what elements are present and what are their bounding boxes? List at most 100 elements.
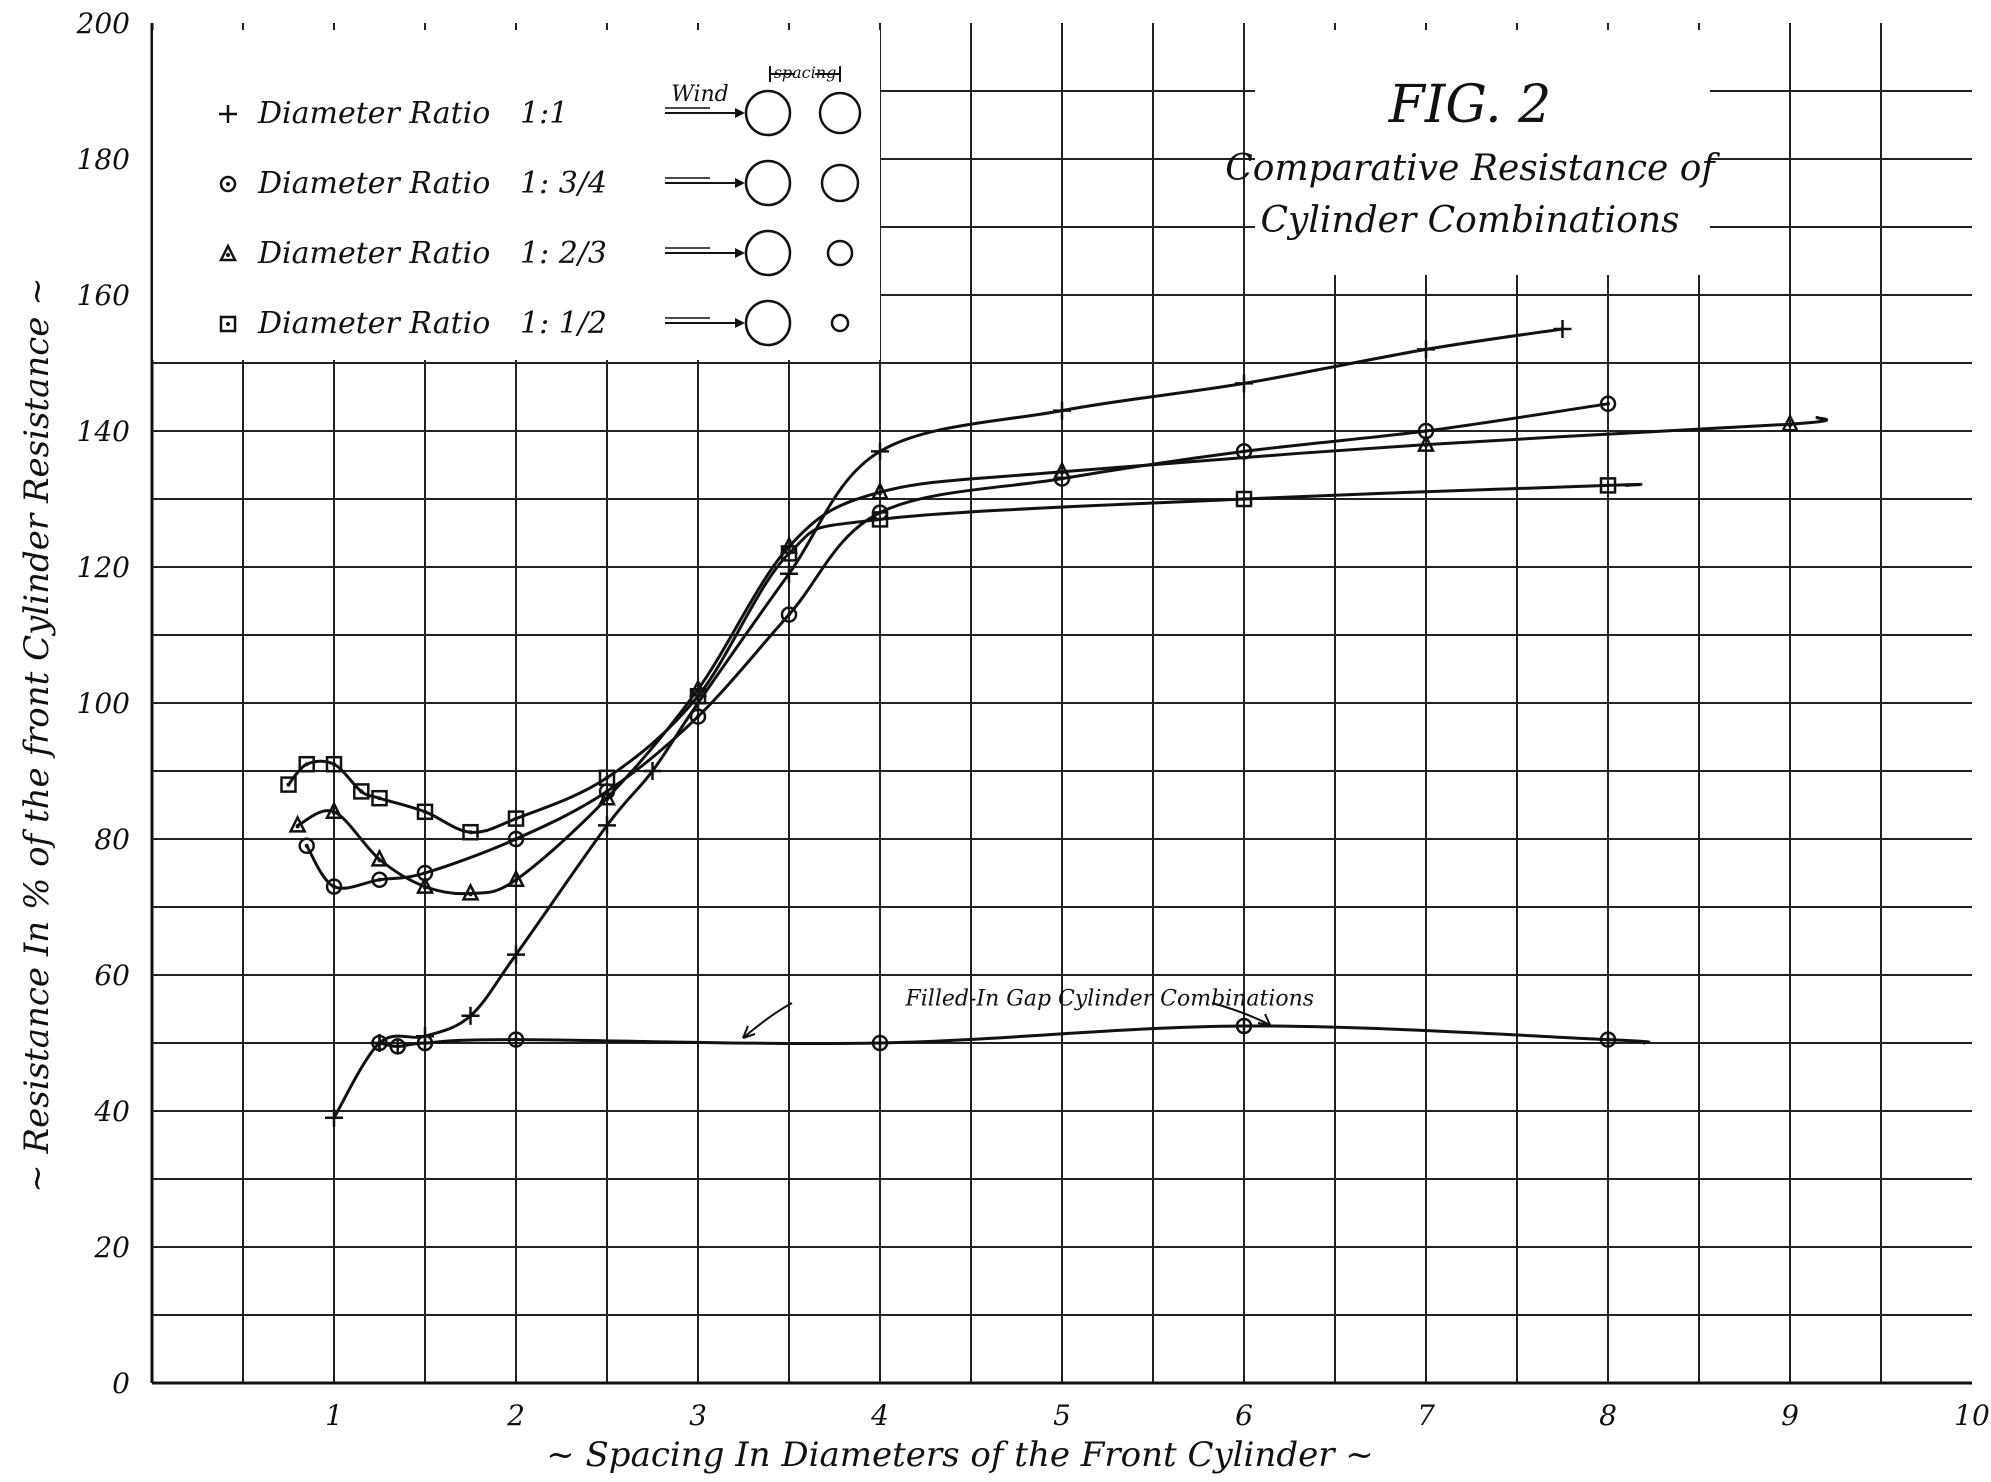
- data-point-square: [280, 776, 297, 793]
- data-point-triangle: [1052, 461, 1072, 480]
- legend-ratio: 1: 3/4: [520, 166, 607, 201]
- y-tick-label: 20: [93, 1231, 130, 1264]
- annotation-arrow-right-head: [1257, 1013, 1271, 1026]
- x-tick-label: 6: [1235, 1399, 1253, 1432]
- legend-ratio: 1:1: [520, 96, 568, 131]
- data-point-plus: [1235, 374, 1253, 393]
- data-point-circle-plus: [871, 1034, 889, 1052]
- data-point-plus: [461, 1006, 480, 1025]
- data-point-triangle: [1780, 413, 1800, 432]
- data-point-circle-plus: [507, 1031, 525, 1048]
- data-point-square: [1235, 490, 1253, 508]
- annotation-arrow-left: [742, 1002, 793, 1039]
- data-point-circle: [298, 837, 315, 855]
- data-point-plus: [1053, 401, 1071, 420]
- y-tick-label: 100: [77, 687, 130, 720]
- data-point-circle: [1599, 395, 1617, 413]
- data-point-triangle: [415, 875, 435, 894]
- series-line-square: [287, 482, 1643, 834]
- chart-subtitle-line-1: Comparative Resistance of: [1225, 148, 1720, 189]
- y-tick-label: 60: [94, 959, 130, 992]
- rear-cylinder: [820, 163, 860, 203]
- spacing-label: spacing: [774, 63, 837, 82]
- title-box: [1255, 30, 1710, 275]
- y-tick-label: 120: [77, 551, 130, 584]
- cylinder-diagrams: [665, 89, 862, 347]
- front-cylinder: [744, 159, 792, 207]
- data-point-circle-plus: [389, 1038, 406, 1055]
- legend-box: [153, 30, 880, 360]
- data-point-plus: [1553, 320, 1572, 338]
- legend-ratio: 1: 1/2: [520, 306, 607, 341]
- data-point-circle-plus: [1599, 1031, 1617, 1048]
- data-point-legend-symbol: [219, 315, 237, 333]
- annotation-arrow-right: [1211, 1002, 1271, 1026]
- y-tick-label: 160: [77, 279, 130, 312]
- data-point-triangle: [461, 882, 480, 901]
- data-point-triangle: [870, 481, 890, 500]
- series-line-circle: [305, 402, 1610, 890]
- data-point-legend-symbol: [219, 105, 237, 123]
- front-cylinder: [744, 229, 792, 277]
- rear-cylinder: [830, 313, 850, 333]
- chart-subtitle-line-2: Cylinder Combinations: [1261, 200, 1680, 241]
- legend-entries: Diameter Ratio 1:1 Diameter Ratio 1: 3/4 Dia…: [218, 96, 607, 341]
- x-tick-label: 10: [1954, 1399, 1990, 1432]
- data-point-square: [462, 823, 479, 841]
- data-point-triangle: [324, 801, 344, 820]
- data-point-triangle: [288, 814, 307, 833]
- chart-title: FIG. 2: [1388, 75, 1551, 135]
- x-tick-label: 5: [1053, 1399, 1071, 1432]
- y-tick-label: 80: [94, 823, 130, 856]
- front-cylinder: [744, 89, 792, 137]
- y-tick-label: 0: [112, 1367, 130, 1400]
- wind-arrow-head: [735, 178, 745, 188]
- y-tick-label: 180: [77, 143, 130, 176]
- x-tick-label: 2: [506, 1399, 525, 1432]
- data-point-plus: [598, 816, 616, 835]
- legend-ratio: 1: 2/3: [520, 236, 607, 271]
- rear-cylinder: [826, 239, 854, 267]
- legend-label: Diameter Ratio: [257, 96, 490, 131]
- rear-cylinder: [818, 91, 862, 135]
- data-point-square: [371, 789, 388, 807]
- x-tick-label: 4: [870, 1399, 889, 1432]
- legend-label: Diameter Ratio: [257, 306, 490, 341]
- x-tick-label: 7: [1417, 1399, 1435, 1432]
- y-tick-label: 40: [93, 1095, 130, 1128]
- data-point-square: [507, 810, 525, 827]
- data-point-triangle: [506, 869, 526, 888]
- series-group: [280, 320, 1829, 1127]
- data-point-triangle: [597, 787, 617, 806]
- front-cylinder: [744, 299, 792, 347]
- data-point-circle: [780, 606, 798, 623]
- data-point-square: [780, 545, 798, 562]
- data-point-square: [353, 783, 370, 800]
- data-point-circle: [325, 878, 343, 895]
- data-point-plus: [780, 564, 798, 583]
- data-point-square: [598, 769, 616, 787]
- legend-label: Diameter Ratio: [257, 236, 490, 271]
- data-point-circle: [371, 871, 388, 889]
- data-point-circle-plus: [416, 1034, 434, 1052]
- data-point-square: [325, 755, 343, 773]
- data-point-triangle: [370, 848, 389, 867]
- wind-arrow-head: [735, 108, 745, 118]
- data-point-triangle: [1416, 433, 1436, 452]
- data-point-square: [1599, 477, 1617, 494]
- x-tick-label: 8: [1599, 1399, 1617, 1432]
- data-point-square: [689, 687, 707, 705]
- data-point-square: [298, 755, 315, 773]
- data-point-plus: [643, 762, 662, 780]
- y-tick-label: 200: [76, 7, 130, 40]
- data-point-legend-symbol: [219, 175, 237, 193]
- x-tick-label: 3: [689, 1399, 707, 1432]
- annotations: Filled-In Gap Cylinder Combinations: [742, 987, 1314, 1039]
- data-point-legend-symbol: [218, 243, 238, 262]
- data-point-plus: [871, 442, 889, 461]
- data-point-square: [416, 803, 434, 821]
- wind-arrow-head: [735, 318, 745, 328]
- y-axis-title: ~ Resistance In % of the front Cylinder …: [17, 277, 57, 1192]
- data-point-plus: [507, 945, 525, 964]
